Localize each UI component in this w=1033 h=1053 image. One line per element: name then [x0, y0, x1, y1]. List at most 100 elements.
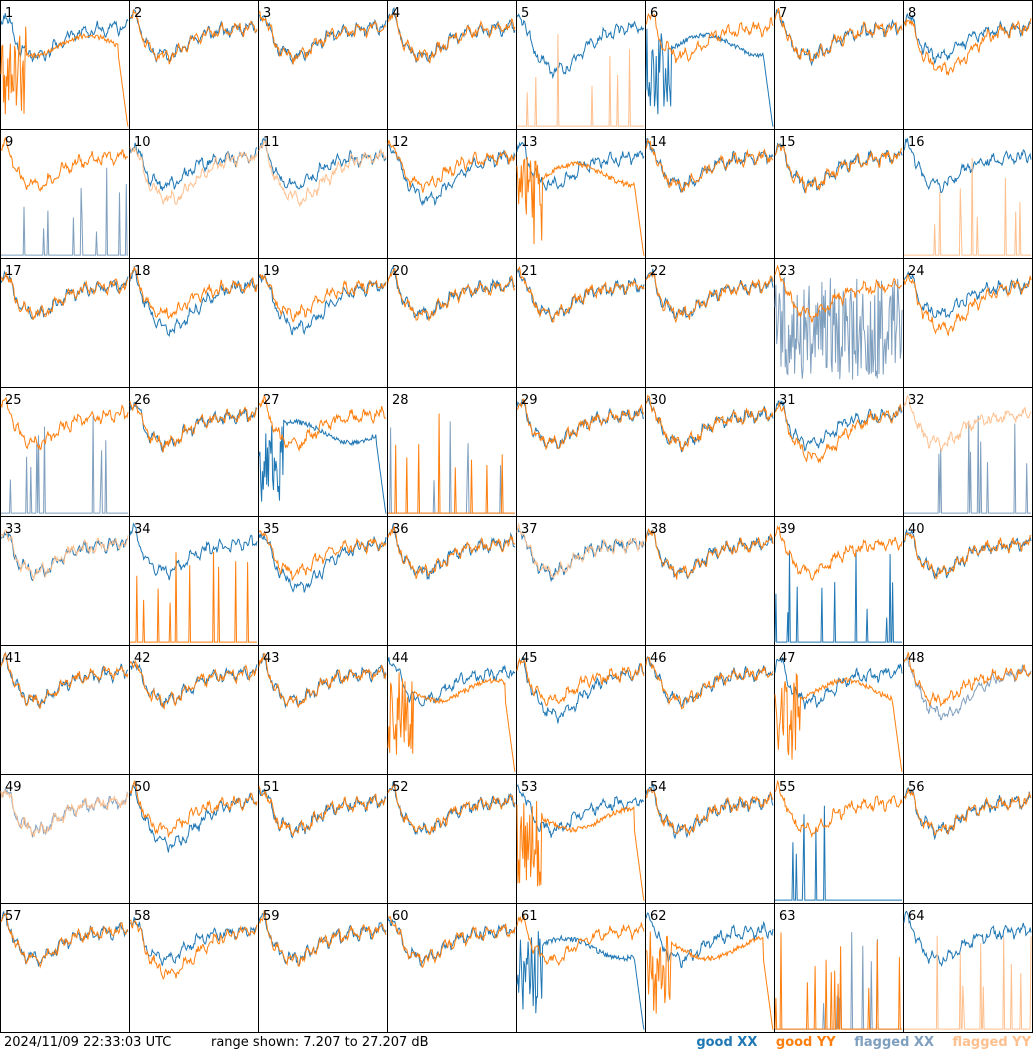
panel-57: 57	[0, 903, 130, 1033]
series-yy-27	[258, 394, 387, 453]
panel-frame	[645, 0, 775, 130]
panel-62: 62	[645, 903, 775, 1033]
panel-9: 9	[0, 129, 130, 259]
panel-label: 7	[779, 6, 787, 21]
series-yy-11	[258, 139, 387, 207]
panel-19: 19	[258, 258, 388, 388]
series-xx-34	[129, 522, 258, 581]
panel-label: 8	[908, 6, 916, 21]
series-yy-45	[516, 657, 645, 707]
panel-frame	[258, 129, 388, 259]
series-xx-17	[0, 270, 129, 321]
series-yy-53	[516, 800, 645, 901]
series-xx-64	[903, 910, 1032, 967]
series-xx-61	[516, 931, 645, 1030]
panel-frame	[645, 516, 775, 646]
panel-frame	[645, 645, 775, 775]
panel-37: 37	[516, 516, 646, 646]
panel-label: 37	[521, 522, 538, 537]
series-yy-44	[387, 672, 516, 772]
panel-label: 17	[5, 264, 22, 279]
series-yy-19	[258, 274, 387, 323]
series-xx-45	[516, 656, 645, 724]
series-yy-2	[129, 8, 258, 65]
panel-21: 21	[516, 258, 646, 388]
panel-label: 40	[908, 522, 925, 537]
series-yy-62	[645, 931, 774, 1030]
series-yy-48	[903, 652, 1032, 708]
panel-label: 51	[263, 780, 280, 795]
panel-frame	[516, 387, 646, 517]
series-xx-42	[129, 660, 258, 708]
panel-label: 12	[392, 135, 409, 150]
panel-38: 38	[645, 516, 775, 646]
panel-frame	[129, 774, 259, 904]
panel-frame	[0, 903, 130, 1033]
panel-frame	[0, 516, 130, 646]
panel-label: 1	[5, 6, 13, 21]
panel-label: 57	[5, 909, 22, 924]
panel-frame	[516, 516, 646, 646]
panel-label: 18	[134, 264, 151, 279]
legend-flagged-yy: flagged YY	[952, 1035, 1032, 1050]
series-yy-7	[774, 7, 903, 64]
series-yy-22	[645, 271, 774, 324]
series-yy-8	[903, 18, 1032, 76]
series-yy-10	[129, 145, 258, 206]
panel-label: 22	[650, 264, 667, 279]
series-xx-4	[387, 6, 516, 63]
panel-frame	[903, 516, 1033, 646]
panel-47: 47	[774, 645, 904, 775]
panel-frame	[258, 258, 388, 388]
panel-8: 8	[903, 0, 1033, 130]
panel-32: 32	[903, 387, 1033, 517]
panel-label: 15	[779, 135, 796, 150]
panel-frame	[387, 645, 517, 775]
panel-frame	[774, 516, 904, 646]
series-xx-12	[387, 143, 516, 207]
panel-24: 24	[903, 258, 1033, 388]
series-yy-16	[904, 157, 1031, 256]
series-yy-5	[517, 33, 644, 127]
series-yy-23	[774, 264, 902, 323]
series-yy-55	[774, 779, 903, 839]
panel-35: 35	[258, 516, 388, 646]
series-xx-9	[1, 167, 128, 256]
panel-55: 55	[774, 774, 904, 904]
series-xx-53	[516, 784, 645, 838]
series-xx-7	[774, 9, 903, 67]
panel-61: 61	[516, 903, 646, 1033]
panel-27: 27	[258, 387, 388, 517]
series-yy-33	[0, 529, 129, 582]
timestamp: 2024/11/09 22:33:03 UTC	[4, 1035, 172, 1050]
panel-12: 12	[387, 129, 517, 259]
series-xx-25	[1, 415, 128, 514]
panel-25: 25	[0, 387, 130, 517]
series-xx-30	[646, 397, 774, 453]
panel-frame	[387, 258, 517, 388]
panel-52: 52	[387, 774, 517, 904]
panel-label: 44	[392, 651, 409, 666]
panel-frame	[129, 645, 259, 775]
panel-label: 59	[263, 909, 280, 924]
panel-2: 2	[129, 0, 259, 130]
panel-45: 45	[516, 645, 646, 775]
panel-29: 29	[516, 387, 646, 517]
legend: good XX good YY flagged XX flagged YY	[682, 1035, 1031, 1051]
series-yy-58	[129, 919, 258, 981]
series-yy-26	[129, 401, 258, 453]
panel-frame	[516, 129, 646, 259]
series-yy-49	[0, 790, 129, 838]
panel-39: 39	[774, 516, 904, 646]
series-yy-9	[0, 136, 129, 192]
panel-58: 58	[129, 903, 259, 1033]
series-yy-21	[516, 266, 645, 323]
series-yy-29	[516, 398, 645, 451]
panel-label: 53	[521, 780, 538, 795]
panel-56: 56	[903, 774, 1033, 904]
panel-frame	[903, 645, 1033, 775]
panel-label: 2	[134, 6, 142, 21]
series-yy-59	[258, 910, 387, 967]
series-yy-18	[129, 266, 258, 320]
